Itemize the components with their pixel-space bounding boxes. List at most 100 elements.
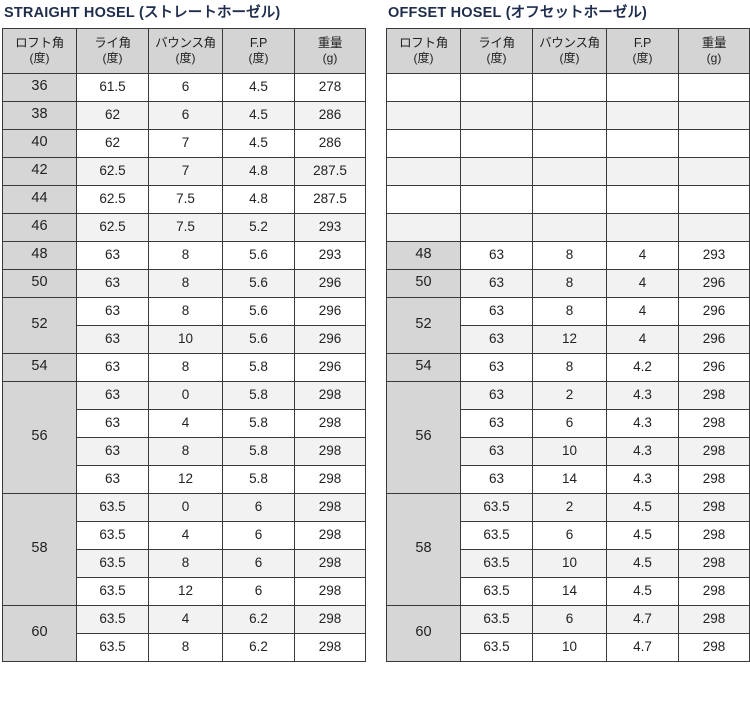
table-row: 60 63.5 6 4.7 298 [386,604,750,662]
bounce-cell: 7 [148,156,223,186]
lie-cell: 63 [76,324,149,354]
weight-cell: 298 [678,380,750,410]
bounce-cell: 4 [148,408,223,438]
weight-cell: 298 [294,464,366,494]
empty-cell [678,128,750,158]
fp-cell: 6.2 [222,632,295,662]
fp-cell: 4.8 [222,156,295,186]
empty-cell [606,72,679,102]
weight-cell: 298 [678,492,750,522]
table-row: 46 62.5 7.5 5.2 293 [2,212,366,242]
lie-cell: 63 [76,408,149,438]
empty-cell [386,156,461,186]
loft-cell: 40 [2,128,77,158]
fp-cell: 4 [606,296,679,326]
lie-cell: 63.5 [460,492,533,522]
weight-cell: 298 [294,604,366,634]
lie-cell: 62.5 [76,184,149,214]
straight-hosel-title-en: STRAIGHT HOSEL [4,5,135,21]
fp-cell: 5.6 [222,324,295,354]
loft-cell: 60 [2,604,77,662]
table-row: 54 63 8 5.8 296 [2,352,366,382]
offset-hosel-title: OFFSET HOSEL (オフセットホーゼル) [388,6,750,21]
table-row: 54 63 8 4.2 296 [386,352,750,382]
lie-cell: 62.5 [76,212,149,242]
bounce-cell: 4 [148,520,223,550]
fp-cell: 4.3 [606,436,679,466]
empty-cell [606,184,679,214]
empty-cell [678,100,750,130]
loft-cell: 58 [386,492,461,606]
fp-cell: 4 [606,240,679,270]
empty-cell [606,100,679,130]
straight-hosel-table: ロフト角 (度) ライ角 (度) バウンス角 (度) F.P (度) [2,27,366,662]
fp-cell: 4.3 [606,464,679,494]
bounce-cell: 7.5 [148,212,223,242]
fp-cell: 6 [222,548,295,578]
fp-cell: 4 [606,324,679,354]
bounce-cell: 8 [148,296,223,326]
table-row: 63.5 4 6 298 [3,520,366,550]
offset-hosel-panel: OFFSET HOSEL (オフセットホーゼル) ロフト角 (度) ライ角 (度… [378,0,750,721]
table-row: 36 61.5 6 4.5 278 [2,72,366,102]
bounce-cell: 14 [532,464,607,494]
loft-cell: 48 [386,240,461,270]
lie-cell: 63 [76,296,149,326]
bounce-cell: 8 [148,240,223,270]
offset-hosel-table-body: 48 63 8 4 293 50 63 8 4 296 52 63 8 4 296 63 12 4 296 54 63 8… [386,72,750,662]
loft-cell: 44 [2,184,77,214]
empty-cell [678,212,750,242]
straight-hosel-table-head: ロフト角 (度) ライ角 (度) バウンス角 (度) F.P (度) [2,27,366,74]
lie-cell: 63 [76,436,149,466]
weight-cell: 296 [294,324,366,354]
empty-cell [386,100,461,130]
lie-cell: 63.5 [76,520,149,550]
table-row: 63 4 5.8 298 [3,408,366,438]
loft-cell: 58 [2,492,77,606]
offset-hosel-title-en: OFFSET HOSEL [388,5,502,21]
weight-cell: 293 [294,212,366,242]
lie-cell: 63 [460,240,533,270]
weight-cell: 298 [294,576,366,606]
table-row: 56 63 0 5.8 298 [2,380,366,494]
empty-cell [532,184,607,214]
empty-cell [678,156,750,186]
lie-cell: 63 [76,380,149,410]
lie-cell: 63 [76,352,149,382]
weight-cell: 287.5 [294,184,366,214]
weight-cell: 296 [678,324,750,354]
lie-cell: 63 [460,380,533,410]
table-row: 63 14 4.3 298 [387,464,750,494]
lie-cell: 63 [460,408,533,438]
col-header-loft: ロフト角 (度) [386,27,461,74]
lie-cell: 63.5 [76,632,149,662]
fp-cell: 4.7 [606,632,679,662]
empty-cell [460,212,533,242]
table-row: 58 63.5 0 6 298 [2,492,366,606]
table-row-empty [386,184,750,214]
loft-cell: 60 [386,604,461,662]
weight-cell: 298 [678,436,750,466]
fp-cell: 4.5 [606,492,679,522]
lie-cell: 63.5 [460,604,533,634]
table-row: 58 63.5 2 4.5 298 [386,492,750,606]
lie-cell: 63.5 [76,604,149,634]
empty-cell [460,100,533,130]
lie-cell: 63 [460,268,533,298]
loft-cell: 36 [2,72,77,102]
loft-cell: 54 [386,352,461,382]
col-header-weight: 重量 (g) [678,27,750,74]
weight-cell: 298 [678,408,750,438]
bounce-cell: 6 [148,72,223,102]
table-row-empty [386,72,750,102]
lie-cell: 63 [460,464,533,494]
empty-cell [386,128,461,158]
bounce-cell: 12 [148,464,223,494]
bounce-cell: 8 [148,268,223,298]
loft-cell: 38 [2,100,77,130]
table-row-empty [386,128,750,158]
weight-cell: 298 [294,408,366,438]
fp-cell: 4.5 [222,128,295,158]
loft-cell: 56 [2,380,77,494]
